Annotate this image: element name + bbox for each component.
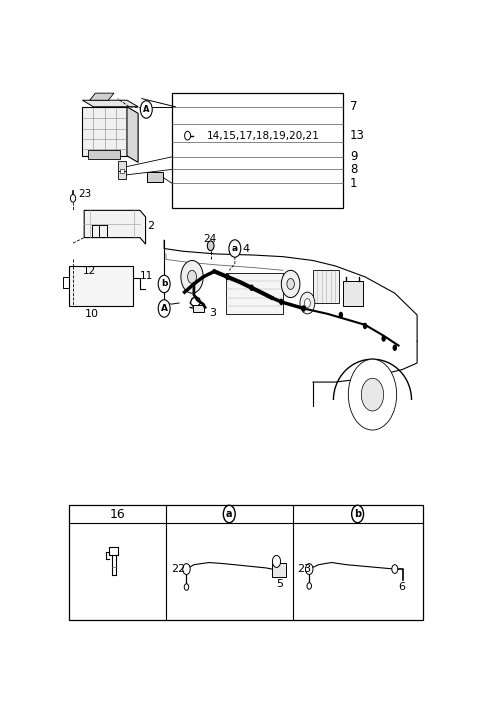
Circle shape <box>279 299 284 305</box>
Polygon shape <box>69 266 132 306</box>
Circle shape <box>225 273 229 280</box>
Circle shape <box>287 278 294 290</box>
Text: 22: 22 <box>172 564 186 574</box>
Circle shape <box>207 241 214 251</box>
FancyBboxPatch shape <box>313 270 339 303</box>
Polygon shape <box>83 101 138 107</box>
Circle shape <box>281 270 300 297</box>
Circle shape <box>229 240 241 257</box>
FancyBboxPatch shape <box>118 171 126 178</box>
FancyBboxPatch shape <box>147 172 163 182</box>
Circle shape <box>249 285 254 291</box>
Circle shape <box>223 506 235 523</box>
Circle shape <box>352 506 363 523</box>
Text: a: a <box>226 509 232 519</box>
Circle shape <box>185 131 191 140</box>
FancyBboxPatch shape <box>118 161 126 171</box>
Text: 9: 9 <box>350 150 358 164</box>
Circle shape <box>71 195 76 202</box>
Circle shape <box>300 292 315 314</box>
Circle shape <box>363 323 367 329</box>
Circle shape <box>301 305 306 312</box>
Text: 7: 7 <box>350 101 358 113</box>
Text: a: a <box>232 244 238 253</box>
Polygon shape <box>83 107 127 156</box>
Text: 8: 8 <box>350 163 358 176</box>
Circle shape <box>393 345 397 351</box>
Circle shape <box>304 299 311 307</box>
Text: b: b <box>354 509 361 519</box>
Circle shape <box>273 556 281 567</box>
Circle shape <box>184 584 189 590</box>
Text: 1: 1 <box>350 176 358 190</box>
Text: A: A <box>161 304 168 313</box>
Circle shape <box>392 565 398 573</box>
Text: 6: 6 <box>398 581 405 591</box>
FancyBboxPatch shape <box>172 93 343 207</box>
FancyBboxPatch shape <box>343 281 363 306</box>
Text: b: b <box>161 280 168 288</box>
Circle shape <box>305 564 313 574</box>
FancyBboxPatch shape <box>193 305 204 312</box>
Circle shape <box>158 275 170 292</box>
Polygon shape <box>90 93 114 101</box>
Polygon shape <box>84 210 145 244</box>
Text: A: A <box>143 105 150 114</box>
FancyBboxPatch shape <box>69 505 423 620</box>
Circle shape <box>382 335 386 342</box>
Text: 5: 5 <box>276 579 283 589</box>
Text: 16: 16 <box>110 508 126 520</box>
Text: 11: 11 <box>140 270 153 281</box>
Text: 12: 12 <box>83 266 96 276</box>
FancyBboxPatch shape <box>226 273 283 314</box>
Text: 10: 10 <box>84 309 98 319</box>
Text: 2: 2 <box>147 221 155 231</box>
Polygon shape <box>127 107 138 162</box>
Text: 23: 23 <box>78 189 91 199</box>
Circle shape <box>181 261 203 293</box>
Text: 14,15,17,18,19,20,21: 14,15,17,18,19,20,21 <box>207 131 320 141</box>
Circle shape <box>361 378 384 411</box>
Text: 13: 13 <box>350 129 365 142</box>
Circle shape <box>338 312 343 319</box>
Circle shape <box>158 299 170 317</box>
Circle shape <box>183 564 190 574</box>
FancyBboxPatch shape <box>120 169 124 173</box>
Text: 24: 24 <box>203 234 216 244</box>
Text: 23: 23 <box>297 564 311 574</box>
Text: 3: 3 <box>210 308 216 318</box>
Circle shape <box>140 101 152 118</box>
Circle shape <box>188 270 196 283</box>
Circle shape <box>348 359 396 430</box>
FancyBboxPatch shape <box>88 150 120 159</box>
FancyBboxPatch shape <box>272 563 286 577</box>
Circle shape <box>307 583 312 589</box>
Text: 4: 4 <box>242 244 250 253</box>
